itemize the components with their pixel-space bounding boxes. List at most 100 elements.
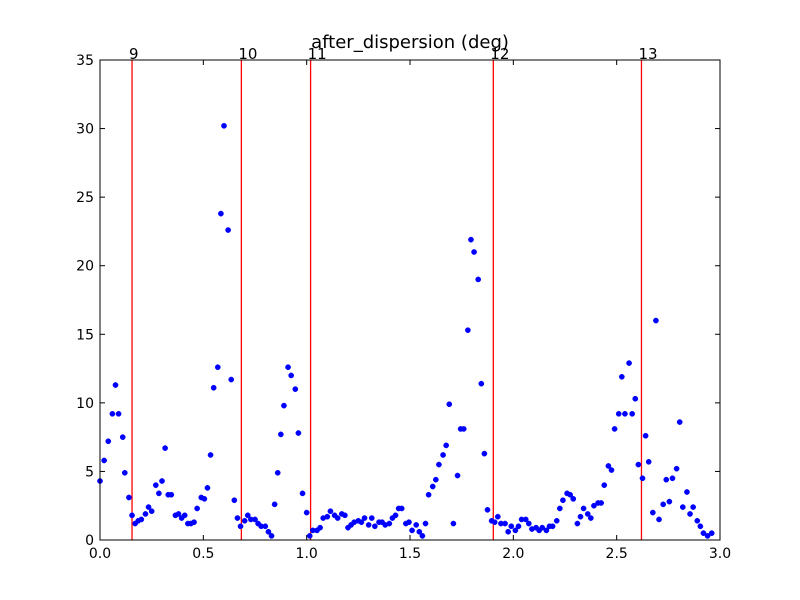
- data-point: [481, 450, 488, 457]
- data-point: [704, 533, 711, 539]
- data-point: [605, 463, 612, 469]
- data-point: [690, 504, 696, 510]
- data-point: [450, 520, 457, 527]
- data-point: [115, 410, 122, 417]
- data-point: [138, 516, 145, 523]
- data-point: [386, 520, 393, 527]
- data-point: [201, 496, 208, 502]
- data-point: [152, 482, 159, 488]
- vertical-line-label: 9: [129, 45, 139, 63]
- data-point: [191, 519, 197, 526]
- axis-ticks: 0.0 0.5 1.0 1.5 2.0 2.5 3.0 0 5 10 15 20 25 30 35: [76, 53, 731, 562]
- data-point: [570, 496, 577, 502]
- data-point: [121, 469, 128, 476]
- data-point: [653, 317, 659, 324]
- data-point: [358, 519, 365, 526]
- data-point: [669, 475, 676, 482]
- data-point: [660, 501, 667, 508]
- vertical-line-label: 11: [308, 45, 327, 63]
- data-point: [494, 513, 501, 520]
- data-point: [460, 426, 467, 432]
- y-tick-label: 5: [85, 464, 94, 480]
- data-point: [697, 523, 704, 530]
- y-tick-label: 30: [76, 122, 94, 138]
- data-point: [522, 516, 529, 523]
- data-point: [112, 382, 119, 388]
- data-point: [484, 506, 491, 513]
- data-point: [368, 515, 375, 521]
- plot-area: [100, 60, 720, 540]
- data-point: [262, 523, 269, 530]
- x-tick-label: 1.5: [399, 546, 421, 562]
- data-point: [508, 523, 515, 530]
- data-point: [162, 445, 168, 451]
- data-point: [265, 528, 272, 535]
- data-point: [277, 431, 284, 438]
- data-point: [505, 528, 512, 535]
- data-point: [553, 517, 560, 524]
- data-point: [194, 505, 200, 512]
- data-point: [560, 497, 566, 504]
- data-point: [145, 504, 152, 510]
- data-point: [225, 227, 231, 233]
- y-tick-label: 0: [85, 533, 94, 549]
- data-point: [207, 452, 214, 458]
- data-point: [181, 512, 188, 519]
- data-point: [406, 519, 412, 526]
- data-point: [303, 509, 310, 516]
- data-point: [687, 511, 693, 517]
- y-tick-label: 25: [76, 190, 94, 206]
- data-point: [274, 469, 281, 476]
- data-point: [549, 523, 556, 530]
- y-tick-label: 35: [76, 53, 94, 69]
- data-point: [512, 527, 519, 534]
- data-point: [285, 364, 291, 371]
- data-point: [656, 516, 662, 523]
- data-point: [649, 509, 656, 516]
- data-point: [156, 490, 162, 497]
- data-point: [694, 517, 701, 524]
- vertical-line-label: 10: [238, 45, 257, 63]
- data-point: [398, 505, 405, 512]
- data-point: [234, 515, 241, 521]
- data-point: [221, 122, 227, 129]
- data-point: [539, 524, 546, 531]
- data-point: [639, 475, 646, 482]
- data-point: [419, 533, 426, 539]
- data-point: [700, 530, 707, 536]
- data-point: [231, 497, 238, 504]
- data-point: [629, 410, 636, 417]
- data-point: [468, 236, 474, 243]
- data-point: [432, 476, 439, 483]
- data-point: [109, 410, 116, 417]
- x-tick-label: 0.0: [89, 546, 111, 562]
- data-point: [663, 476, 670, 483]
- data-point: [446, 401, 453, 408]
- data-point: [425, 491, 432, 498]
- data-point: [543, 527, 550, 534]
- data-point: [292, 386, 299, 392]
- data-point: [175, 511, 182, 517]
- data-point: [241, 517, 248, 524]
- data-point: [515, 523, 522, 530]
- data-point: [204, 485, 211, 491]
- data-point: [148, 508, 155, 515]
- data-point: [372, 523, 378, 530]
- data-point: [334, 515, 341, 521]
- data-point: [422, 520, 429, 527]
- data-point: [281, 402, 287, 409]
- data-point: [413, 522, 420, 528]
- data-point: [105, 438, 112, 445]
- data-point: [525, 520, 532, 527]
- data-point: [129, 512, 135, 519]
- data-point: [645, 458, 652, 465]
- data-point: [126, 494, 132, 501]
- data-point: [635, 461, 642, 468]
- data-point: [626, 360, 632, 366]
- data-point: [365, 522, 372, 528]
- data-point: [306, 533, 313, 539]
- data-point: [471, 249, 477, 255]
- data-point: [475, 276, 482, 283]
- x-tick-label: 0.5: [192, 546, 214, 562]
- plot-frame: [99, 59, 721, 541]
